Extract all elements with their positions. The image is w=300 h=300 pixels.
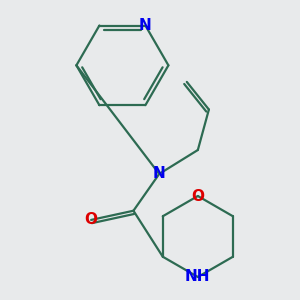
Text: NH: NH bbox=[185, 269, 211, 284]
Text: O: O bbox=[191, 188, 204, 203]
Text: N: N bbox=[153, 167, 166, 182]
Text: N: N bbox=[139, 18, 152, 33]
Text: O: O bbox=[85, 212, 98, 227]
